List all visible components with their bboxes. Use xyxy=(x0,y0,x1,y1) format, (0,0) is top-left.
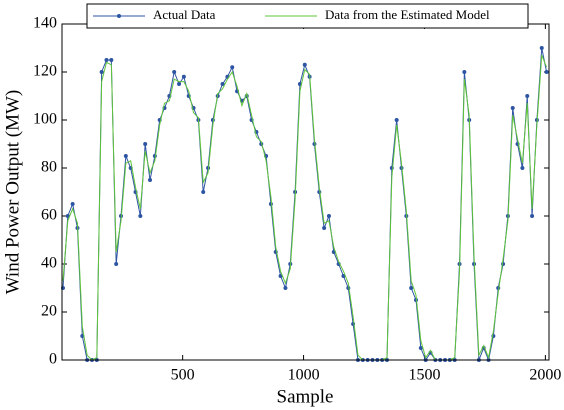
data-point xyxy=(114,262,119,266)
y-tick-label: 40 xyxy=(41,255,57,272)
y-tick-label: 80 xyxy=(41,159,57,176)
data-point xyxy=(520,166,525,170)
y-tick-label: 20 xyxy=(41,303,57,320)
x-tick-label: 1000 xyxy=(288,367,320,384)
x-axis-label: Sample xyxy=(277,386,334,407)
data-point xyxy=(99,70,104,74)
legend-marker xyxy=(117,14,121,18)
series-line xyxy=(62,55,548,361)
data-point xyxy=(220,82,225,86)
y-tick-label: 0 xyxy=(49,351,57,368)
data-point xyxy=(322,226,327,230)
data-point xyxy=(201,190,206,194)
data-point xyxy=(230,65,235,70)
data-point xyxy=(394,118,399,122)
data-point xyxy=(172,70,177,74)
data-point xyxy=(544,70,549,74)
x-tick-label: 2000 xyxy=(529,367,561,384)
data-point xyxy=(268,202,273,206)
data-point xyxy=(123,154,128,158)
y-tick-label: 140 xyxy=(33,15,57,32)
legend-label: Actual Data xyxy=(153,7,216,22)
data-point xyxy=(104,58,109,62)
x-tick-label: 500 xyxy=(171,367,195,384)
data-point xyxy=(326,214,331,218)
data-point xyxy=(409,286,414,290)
legend-label: Data from the Estimated Model xyxy=(325,7,490,22)
data-point xyxy=(181,74,186,79)
data-point xyxy=(302,62,307,67)
data-point xyxy=(462,70,467,74)
data-point xyxy=(510,106,515,110)
data-point xyxy=(177,82,182,86)
data-point xyxy=(539,46,544,50)
y-axis-label: Wind Power Output (MW) xyxy=(2,90,23,295)
data-point xyxy=(525,94,530,98)
data-point xyxy=(148,178,153,182)
data-point xyxy=(283,286,288,290)
data-point xyxy=(530,214,535,218)
data-point xyxy=(70,202,75,206)
data-point xyxy=(138,214,143,218)
data-point xyxy=(143,142,148,146)
x-tick-label: 1500 xyxy=(408,367,440,384)
y-tick-label: 120 xyxy=(33,63,57,80)
data-point xyxy=(109,58,114,62)
y-tick-label: 60 xyxy=(41,207,57,224)
data-point xyxy=(418,346,423,350)
y-tick-label: 100 xyxy=(33,111,57,128)
